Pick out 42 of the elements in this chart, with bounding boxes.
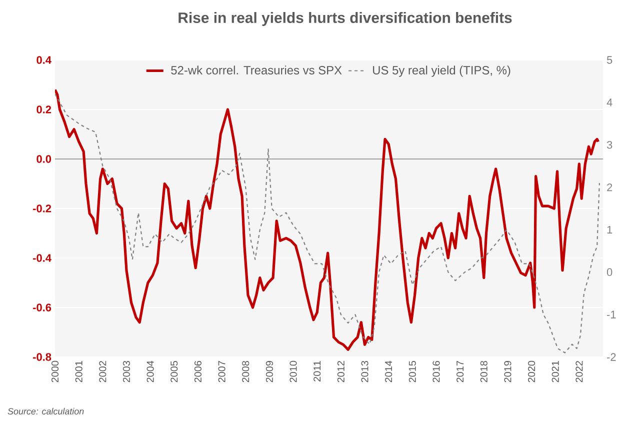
y2-tick-label: -2 <box>607 353 616 361</box>
y-tick-label: 0.0 <box>36 155 52 163</box>
x-tick-label: 2006 <box>194 360 202 382</box>
x-tick-label: 2001 <box>75 361 82 382</box>
x-tick-label: 2014 <box>385 360 392 382</box>
y2-tick-label: 1 <box>607 226 612 234</box>
y2-tick-label: 5 <box>606 56 612 64</box>
x-tick-label: 2009 <box>266 360 273 382</box>
x-tick-label: 2018 <box>480 360 488 382</box>
y-tick-label: 0.4 <box>36 56 52 64</box>
y2-tick-label: 0 <box>606 268 612 276</box>
y-tick-label: -0.8 <box>33 353 52 361</box>
x-tick-label: 2021 <box>552 361 559 382</box>
x-tick-label: 2019 <box>504 360 512 382</box>
source-note: Source: calculation <box>8 408 84 414</box>
y2-tick-label: 3 <box>606 140 612 149</box>
x-tick-label: 2007 <box>218 361 226 382</box>
x-tick-label: 2000 <box>51 360 59 382</box>
x-tick-label: 2002 <box>99 361 106 382</box>
x-tick-label: 2011 <box>314 361 321 382</box>
legend-label: 52-wk correl. Treasuries vs SPX <box>171 66 342 74</box>
chart-title: Rise in real yields hurts diversification benefits <box>178 12 512 26</box>
x-tick-label: 2013 <box>361 360 368 382</box>
y2-tick-label: 2 <box>607 183 612 192</box>
x-tick-label: 2015 <box>408 360 416 382</box>
y2-tick-label: 4 <box>606 98 612 106</box>
y2-tick-label: -1 <box>607 310 616 318</box>
x-tick-label: 2022 <box>576 361 583 382</box>
y-tick-label: -0.2 <box>33 204 52 212</box>
y-tick-label: -0.6 <box>33 304 52 312</box>
x-tick-label: 2004 <box>146 360 154 382</box>
x-tick-label: 2005 <box>170 360 178 382</box>
x-tick-label: 2017 <box>456 361 464 382</box>
x-tick-label: 2012 <box>337 361 344 382</box>
x-tick-label: 2010 <box>290 360 297 382</box>
x-tick-label: 2003 <box>122 360 130 382</box>
x-tick-label: 2008 <box>242 360 250 382</box>
y-tick-label: -0.4 <box>33 254 52 262</box>
x-tick-label: 2020 <box>528 360 536 382</box>
y-tick-label: 0.2 <box>36 106 52 114</box>
x-tick-label: 2016 <box>432 360 440 382</box>
legend-label: US 5y real yield (TIPS, %) <box>373 66 510 77</box>
